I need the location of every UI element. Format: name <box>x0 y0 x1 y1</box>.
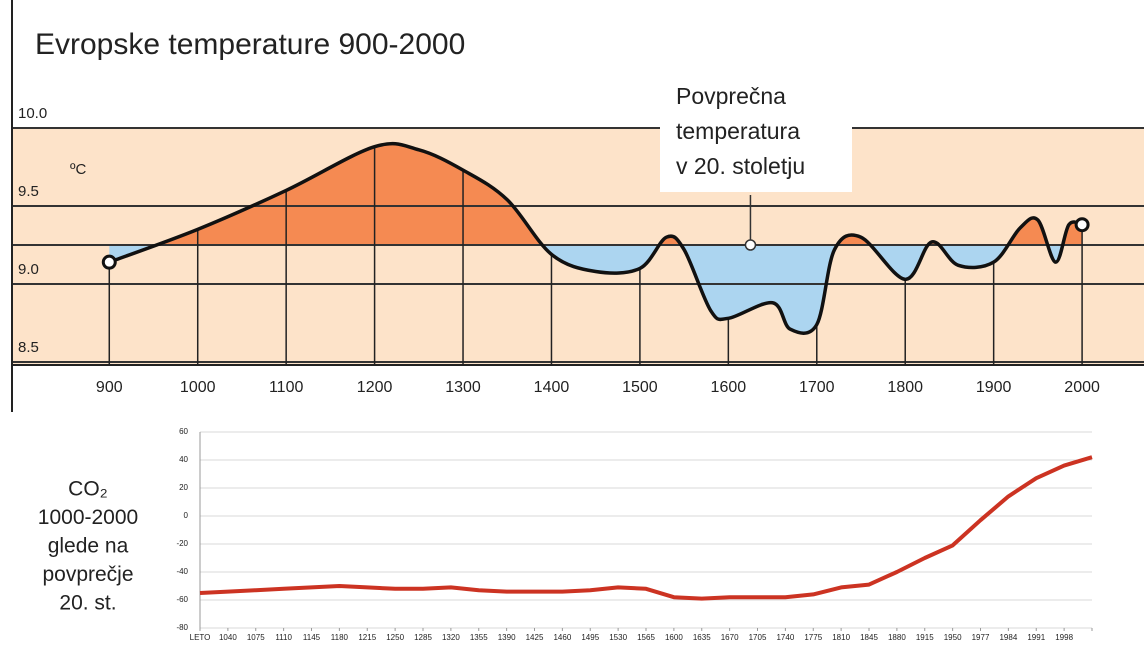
x-tick-label: 1500 <box>622 379 658 396</box>
y-tick-label: 8.5 <box>18 339 39 356</box>
y-tick-label: -60 <box>176 595 188 604</box>
y-tick-label: -80 <box>176 623 188 632</box>
x-tick-label: 1705 <box>749 633 767 642</box>
x-tick-label: 1950 <box>944 633 962 642</box>
y-tick-label: 40 <box>179 455 188 464</box>
x-tick-label: 1040 <box>219 633 237 642</box>
x-tick-label: 1425 <box>526 633 544 642</box>
x-tick-label: 1800 <box>887 379 923 396</box>
y-tick-label: -20 <box>176 539 188 548</box>
annotation-box <box>660 80 852 192</box>
y-tick-label: 0 <box>184 511 189 520</box>
y-tick-label: -40 <box>176 567 188 576</box>
annotation-marker <box>744 239 757 251</box>
x-tick-label: 1977 <box>972 633 990 642</box>
x-tick-label: 1600 <box>711 379 747 396</box>
endpoint-marker <box>101 254 117 270</box>
x-tick-label: 1700 <box>799 379 835 396</box>
x-tick-label: 1145 <box>303 633 321 642</box>
x-tick-label: 1075 <box>247 633 265 642</box>
x-tick-label: 1670 <box>721 633 739 642</box>
x-tick-label: 1390 <box>498 633 516 642</box>
x-tick-label: 1600 <box>665 633 683 642</box>
x-tick-label: 1880 <box>888 633 906 642</box>
x-tick-label: 1100 <box>269 379 304 396</box>
area-above <box>109 143 1083 245</box>
x-tick-label: 1565 <box>637 633 655 642</box>
co2-chart: CO₂ 1000-2000 glede na povprečje 20. st. -80 -… <box>38 427 1093 642</box>
y-tick-label: 9.5 <box>18 183 39 200</box>
x-tick-label: 1110 <box>275 633 292 642</box>
x-tick-label: 1300 <box>445 379 481 396</box>
chart-title: Evropske temperature 900-2000 <box>35 28 465 61</box>
x-tick-label: LETO <box>190 633 211 642</box>
temperature-line <box>108 141 1083 335</box>
y-tick-label: 10.0 <box>18 105 47 122</box>
x-tick-label: 1915 <box>916 633 934 642</box>
x-tick-label: 1355 <box>470 633 488 642</box>
y-axis-label: ºC <box>70 161 86 178</box>
side-title: 1000-2000 <box>38 506 138 529</box>
x-tick-label: 1635 <box>693 633 711 642</box>
x-tick-label: 1200 <box>357 379 393 396</box>
x-tick-label: 1991 <box>1027 633 1045 642</box>
x-tick-label: 1900 <box>976 379 1012 396</box>
x-tick-label: 1000 <box>180 379 216 396</box>
x-tick-label: 1320 <box>442 633 460 642</box>
side-title: glede na <box>48 535 129 558</box>
x-tick-label: 1400 <box>534 379 570 396</box>
x-tick-label: 1495 <box>581 633 599 642</box>
annotation-text: Povprečna <box>676 83 786 109</box>
x-tick-label: 1775 <box>804 633 822 642</box>
co2-line <box>199 455 1093 601</box>
x-tick-label: 1285 <box>414 633 432 642</box>
x-tick-label: 1180 <box>331 633 349 642</box>
y-tick-label: 60 <box>179 427 188 436</box>
side-title: 20. st. <box>59 592 116 615</box>
x-tick-label: 1845 <box>860 633 878 642</box>
y-tick-label: 20 <box>179 483 188 492</box>
y-tick-label: 9.0 <box>18 261 39 278</box>
x-tick-label: 1460 <box>553 633 571 642</box>
side-title: povprečje <box>42 563 133 586</box>
annotation-text: temperatura <box>676 118 800 144</box>
x-tick-label: 1250 <box>386 633 404 642</box>
x-tick-label: 1984 <box>999 633 1017 642</box>
x-tick-label: 1530 <box>609 633 627 642</box>
x-tick-label: 2000 <box>1064 379 1100 396</box>
area-below <box>109 245 1083 334</box>
x-tick-label: 1215 <box>358 633 376 642</box>
x-tick-label: 1998 <box>1055 633 1073 642</box>
annotation-text: v 20. stoletju <box>676 153 805 179</box>
temperature-chart: Evropske temperature 900-2000 ºC 10.0 9.5 9.… <box>11 0 1144 412</box>
side-title: CO₂ <box>68 478 108 501</box>
x-tick-label: 1810 <box>832 633 850 642</box>
x-tick-label: 1740 <box>776 633 794 642</box>
x-tick-label: 900 <box>96 379 123 396</box>
endpoint-marker <box>1074 217 1090 233</box>
